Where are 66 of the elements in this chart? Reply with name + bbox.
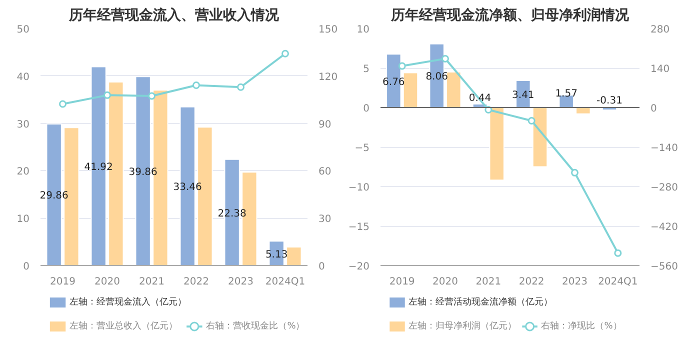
x-tick-label: 2019 bbox=[389, 276, 415, 288]
y-tick-label: 10 bbox=[356, 24, 370, 36]
x-tick-label: 2024Q1 bbox=[598, 276, 638, 288]
y2-tick-label: 140 bbox=[650, 64, 670, 75]
x-tick-label: 2023 bbox=[562, 276, 588, 288]
chart-title: 历年经营现金流净额、归母净利润情况 bbox=[390, 6, 630, 24]
y-tick-label: 0 bbox=[23, 262, 30, 272]
legend-label: 左轴：经营现金流入（亿元） bbox=[70, 296, 187, 308]
legend-label: 右轴：营收现金比（%） bbox=[206, 320, 305, 332]
y-tick-label: 5 bbox=[363, 64, 370, 75]
y2-tick-label: 90 bbox=[318, 119, 332, 130]
y-tick-label: 0 bbox=[363, 104, 370, 114]
point bbox=[282, 50, 289, 58]
y-tick-label: −20 bbox=[348, 262, 370, 272]
legend-label: 右轴：净现比（%） bbox=[541, 320, 622, 332]
point bbox=[148, 92, 156, 100]
x-tick-label: 2019 bbox=[50, 276, 76, 288]
x-tick-label: 2020 bbox=[432, 276, 458, 288]
point bbox=[59, 100, 66, 108]
y-tick-label: −5 bbox=[354, 143, 370, 154]
x-tick-label: 2021 bbox=[139, 276, 164, 288]
y-tick-label: 50 bbox=[16, 24, 30, 36]
x-tick-label: 2024Q1 bbox=[265, 276, 306, 288]
data-label: 22.38 bbox=[218, 208, 246, 220]
y-tick-label: −15 bbox=[348, 222, 370, 233]
chart-title: 历年经营现金流入、营业收入情况 bbox=[68, 6, 280, 24]
legend-label: 左轴：经营活动现金流净额（亿元） bbox=[408, 296, 553, 308]
y2-tick-label: −420 bbox=[650, 222, 678, 233]
x-tick-label: 2020 bbox=[94, 276, 120, 288]
y2-tick-label: −140 bbox=[650, 143, 678, 154]
y2-tick-label: 150 bbox=[318, 24, 338, 36]
point bbox=[398, 62, 406, 70]
legend-label: 左轴：归母净利润（亿元） bbox=[408, 320, 517, 332]
y-tick-label: 20 bbox=[16, 166, 30, 178]
point bbox=[571, 168, 578, 176]
y-tick-label: 10 bbox=[16, 214, 30, 226]
y2-tick-label: 0 bbox=[318, 262, 325, 272]
y2-tick-label: 120 bbox=[318, 72, 338, 83]
point bbox=[614, 249, 622, 257]
data-label: 29.86 bbox=[40, 190, 68, 202]
data-label: 1.57 bbox=[555, 88, 578, 100]
data-label: 39.86 bbox=[128, 167, 158, 178]
x-tick-label: 2021 bbox=[476, 276, 502, 288]
x-tick-label: 2022 bbox=[184, 276, 209, 288]
x-tick-label: 2022 bbox=[518, 276, 544, 288]
point bbox=[528, 117, 536, 125]
data-label: -0.31 bbox=[596, 96, 622, 107]
y2-tick-label: 0 bbox=[650, 104, 657, 114]
y2-tick-label: 60 bbox=[318, 166, 332, 178]
y-tick-label: 40 bbox=[16, 72, 30, 83]
data-label: 33.46 bbox=[173, 182, 202, 194]
y2-tick-label: −560 bbox=[650, 262, 678, 272]
x-tick-label: 2023 bbox=[228, 276, 254, 288]
y2-tick-label: −280 bbox=[650, 182, 678, 194]
point bbox=[442, 54, 449, 62]
y2-tick-label: 30 bbox=[318, 214, 332, 226]
y-tick-label: 30 bbox=[16, 119, 30, 130]
bar bbox=[576, 107, 591, 114]
data-label: 41.92 bbox=[84, 162, 113, 174]
legend-label: 左轴：营业总收入（亿元） bbox=[70, 320, 178, 332]
point bbox=[104, 91, 111, 99]
point bbox=[237, 83, 244, 91]
y-tick-label: −10 bbox=[348, 182, 370, 194]
point bbox=[192, 81, 200, 89]
bar bbox=[532, 107, 548, 168]
y2-tick-label: 280 bbox=[650, 24, 670, 36]
